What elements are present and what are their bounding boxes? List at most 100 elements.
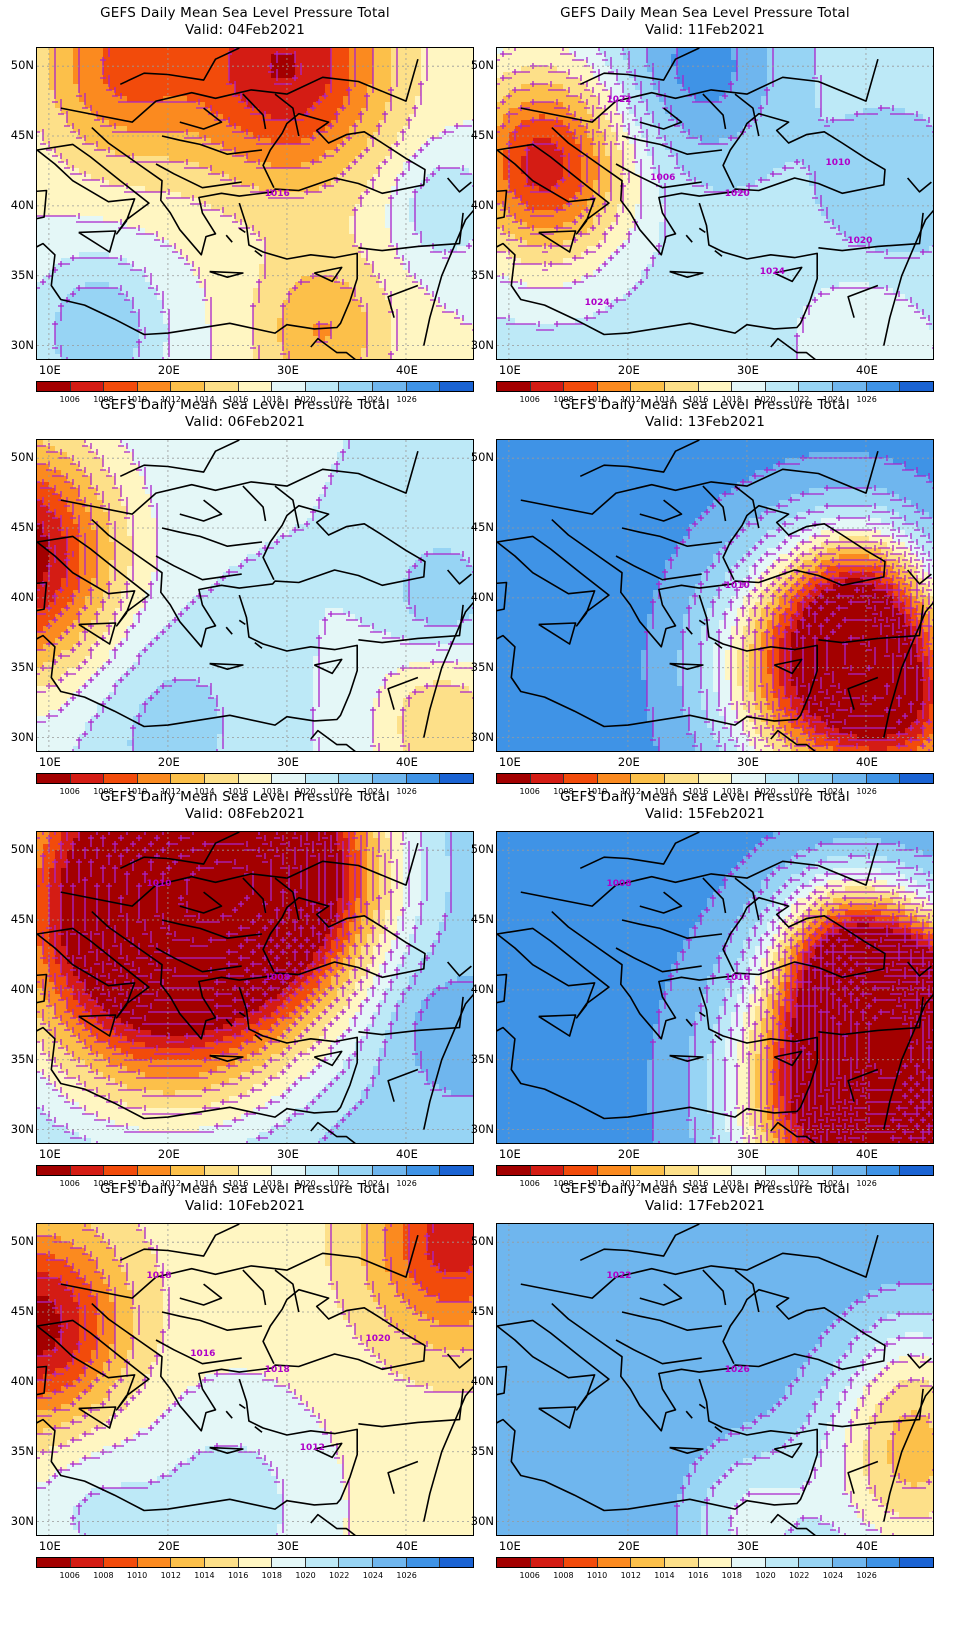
lon-tick-label: 30E	[737, 1540, 759, 1552]
isobar-contours	[37, 832, 473, 1143]
graticule	[37, 832, 473, 1143]
pressure-fill-layer	[37, 440, 473, 751]
coastlines	[497, 1224, 933, 1535]
panel-title: GEFS Daily Mean Sea Level Pressure Total	[35, 1181, 455, 1197]
lat-tick-label: 45N	[460, 913, 494, 925]
pressure-field-svg	[37, 48, 473, 359]
colorbar-label: 1022	[329, 1179, 349, 1188]
colorbar-label: 1026	[856, 1571, 876, 1580]
coastline	[274, 877, 300, 921]
coastline	[209, 270, 244, 278]
coastline	[310, 337, 356, 359]
lon-tick-label: 20E	[158, 1148, 180, 1160]
lat-tick-label: 30N	[0, 731, 34, 743]
valid-date-label: Valid: 17Feb2021	[495, 1198, 915, 1214]
colorbar-label: 1006	[520, 1571, 540, 1580]
colorbar-swatch	[597, 774, 632, 783]
coastline	[78, 622, 117, 645]
isobar-value-label: 1024	[760, 267, 785, 277]
coastline	[60, 842, 419, 907]
coastlines	[37, 1224, 473, 1535]
coastline	[906, 961, 932, 977]
colorbar-swatch	[70, 1166, 105, 1175]
colorbar-swatch	[900, 1166, 933, 1175]
colorbar-label: 1012	[161, 395, 181, 404]
colorbar-label: 1014	[194, 787, 214, 796]
coastline	[225, 1018, 233, 1027]
coastline	[423, 1385, 473, 1522]
colorbar-swatch	[406, 774, 441, 783]
coastline	[734, 93, 760, 137]
colorbar-swatch	[665, 1558, 699, 1567]
lat-tick-label: 45N	[0, 521, 34, 533]
colorbar-label: 1018	[262, 1571, 282, 1580]
colorbar-swatch	[866, 1558, 901, 1567]
colorbar-swatch	[665, 382, 699, 391]
colorbar-swatch	[732, 382, 766, 391]
coastline	[497, 1365, 508, 1396]
coastline	[155, 555, 242, 581]
coastline	[770, 729, 816, 751]
lat-tick-label: 50N	[0, 1235, 34, 1247]
lat-tick-label: 35N	[0, 269, 34, 281]
colorbar-swatch	[497, 1166, 531, 1175]
coastline	[714, 1425, 723, 1433]
colorbar-label: 1014	[194, 1571, 214, 1580]
lon-tick-label: 40E	[396, 756, 418, 768]
coastline	[225, 234, 233, 243]
coastline	[119, 48, 240, 86]
colorbar-label: 1026	[396, 1571, 416, 1580]
coastline	[37, 594, 359, 728]
graticule	[37, 440, 473, 751]
colorbar-swatch	[373, 1166, 407, 1175]
lat-tick-label: 45N	[460, 129, 494, 141]
colorbar-swatch	[373, 382, 407, 391]
colorbar-label: 1012	[621, 1571, 641, 1580]
colorbar-label: 1014	[194, 1179, 214, 1188]
colorbar-label: 1014	[194, 395, 214, 404]
coastline	[238, 619, 246, 626]
lat-tick-label: 45N	[460, 521, 494, 533]
colorbar-label: 1020	[755, 1179, 775, 1188]
coastline	[551, 896, 886, 1040]
coastline	[37, 1378, 359, 1512]
colorbar-swatch	[272, 382, 306, 391]
lon-tick-label: 20E	[158, 756, 180, 768]
coastline	[274, 485, 300, 529]
colorbar-swatch	[171, 382, 206, 391]
colorbar-swatch	[171, 1558, 206, 1567]
colorbar-swatch	[104, 1558, 138, 1567]
colorbar-label: 1022	[789, 787, 809, 796]
lat-tick-label: 50N	[460, 843, 494, 855]
coastline	[179, 891, 223, 914]
coastline	[446, 177, 472, 193]
colorbar	[496, 1165, 934, 1176]
graticule	[497, 48, 933, 359]
map-panel: GEFS Daily Mean Sea Level Pressure Total…	[460, 0, 942, 410]
colorbar-label: 1018	[722, 787, 742, 796]
lat-tick-label: 35N	[0, 661, 34, 673]
coastlines	[37, 440, 473, 751]
colorbar-swatch	[305, 1558, 340, 1567]
colorbar	[496, 1557, 934, 1568]
coastline	[818, 1388, 924, 1428]
colorbar-label: 1024	[363, 1571, 383, 1580]
panel-title: GEFS Daily Mean Sea Level Pressure Total	[35, 397, 455, 413]
isobar-value-label: 1016	[265, 189, 290, 199]
coastline	[313, 1442, 343, 1459]
colorbar-swatch	[137, 382, 172, 391]
colorbar-label: 1018	[722, 1179, 742, 1188]
colorbar-label: 1024	[363, 787, 383, 796]
coastline	[579, 440, 700, 478]
valid-date-label: Valid: 10Feb2021	[35, 1198, 455, 1214]
lat-tick-label: 50N	[460, 59, 494, 71]
coastline	[579, 832, 700, 870]
coastline	[698, 619, 706, 626]
coastline	[78, 230, 117, 253]
colorbar-swatch	[900, 1558, 933, 1567]
colorbar	[36, 773, 474, 784]
valid-date-label: Valid: 13Feb2021	[495, 414, 915, 430]
isobar-value-label: 1024	[585, 298, 610, 308]
coastline	[78, 1406, 117, 1429]
colorbar-swatch	[440, 1558, 473, 1567]
